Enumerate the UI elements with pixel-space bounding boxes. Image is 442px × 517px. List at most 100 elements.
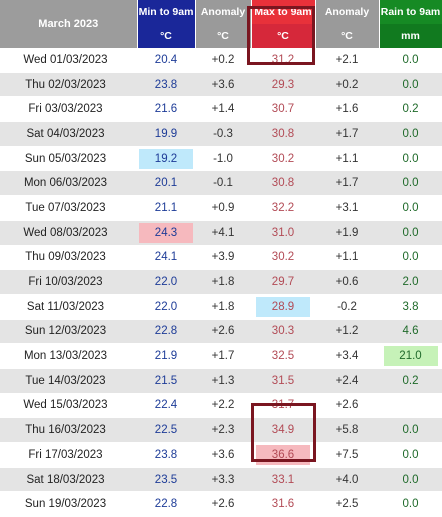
date-cell: Thu 09/03/2023 (0, 245, 137, 271)
min-anomaly-cell-value: +0.9 (211, 201, 235, 214)
min-anomaly-cell: +3.6 (195, 72, 251, 98)
table-row: Mon 06/03/2023 20.1 -0.1 30.8 +1.7 0.0 (0, 170, 442, 197)
rain-cell: 21.0 (379, 343, 442, 369)
min-temp-cell: 20.4 (137, 48, 195, 73)
min-anomaly-cell: +1.7 (195, 343, 251, 369)
max-temp-cell: 29.3 (251, 72, 315, 98)
min-anomaly-cell-value: +1.4 (211, 103, 235, 116)
table-row: Sat 04/03/2023 19.9 -0.3 30.8 +1.7 0.0 (0, 121, 442, 147)
max-anomaly-cell: +0.6 (315, 269, 379, 295)
min-temp-cell-value: 22.0 (154, 300, 178, 313)
min-anomaly-cell: +3.6 (195, 442, 251, 468)
max-temp-cell-value: 31.7 (271, 399, 295, 412)
max-temp-cell-value: 31.2 (271, 53, 295, 66)
max-temp-cell-value: 29.3 (271, 78, 295, 91)
rain-cell-value: 0.0 (402, 473, 419, 486)
table-body: Wed 01/03/2023 20.4 +0.2 31.2 +2.1 0.0 Thu 02/… (0, 48, 442, 517)
rain-column-header: Rain to 9am (379, 0, 442, 24)
min-temp-cell-value: 20.1 (154, 177, 178, 190)
date-cell-value: Sat 11/03/2023 (26, 300, 105, 313)
rain-cell-value: 0.0 (402, 78, 419, 91)
date-cell-value: Sun 05/03/2023 (24, 152, 107, 165)
rain-cell: 0.0 (379, 48, 442, 73)
date-cell-value: Thu 02/03/2023 (25, 78, 106, 91)
date-cell-value: Wed 08/03/2023 (23, 226, 108, 239)
date-cell: Sun 19/03/2023 (0, 491, 137, 517)
min-anomaly-cell: +4.1 (195, 220, 251, 246)
max-unit-header: °C (251, 24, 316, 48)
date-cell-value: Tue 07/03/2023 (25, 201, 106, 214)
rain-cell-value: 0.0 (402, 201, 419, 214)
min-anomaly-unit-header: °C (195, 24, 252, 48)
date-cell-value: Mon 13/03/2023 (23, 350, 108, 363)
table-row: Sun 12/03/2023 22.8 +2.6 30.3 +1.2 4.6 (0, 319, 442, 345)
rain-cell: 0.0 (379, 72, 442, 98)
max-anomaly-cell-value: +3.4 (335, 350, 359, 363)
max-anomaly-cell-value: +0.2 (335, 78, 359, 91)
max-anomaly-cell: +1.6 (315, 96, 379, 123)
max-anomaly-cell-value: +1.7 (335, 177, 359, 190)
rain-cell-value: 0.0 (402, 251, 419, 264)
min-temp-cell-value: 20.4 (154, 53, 178, 66)
max-temp-cell: 28.9 (251, 294, 315, 320)
min-temp-cell-value: 22.0 (154, 276, 178, 289)
min-anomaly-cell-value: +3.9 (211, 251, 235, 264)
rain-cell-value: 0.0 (402, 226, 419, 239)
max-anomaly-cell: +1.7 (315, 170, 379, 197)
rain-cell: 0.0 (379, 220, 442, 246)
date-cell: Sun 12/03/2023 (0, 319, 137, 345)
min-anomaly-cell: +2.6 (195, 491, 251, 517)
max-temp-cell: 31.0 (251, 220, 315, 246)
min-temp-cell: 21.5 (137, 368, 195, 394)
max-temp-cell: 32.5 (251, 343, 315, 369)
rain-cell: 0.0 (379, 245, 442, 271)
date-cell-value: Sat 18/03/2023 (26, 473, 105, 486)
min-anomaly-cell-value: +3.6 (211, 448, 235, 461)
table-row: Sun 19/03/2023 22.8 +2.6 31.6 +2.5 0.0 (0, 491, 442, 517)
max-anomaly-cell: +0.2 (315, 72, 379, 98)
min-anomaly-column-header: Anomaly (195, 0, 252, 24)
date-cell-value: Mon 06/03/2023 (23, 177, 108, 190)
table-row: Thu 02/03/2023 23.8 +3.6 29.3 +0.2 0.0 (0, 72, 442, 98)
max-anomaly-cell: +5.8 (315, 417, 379, 443)
rain-cell-value: 2.0 (402, 276, 419, 289)
max-temp-cell: 30.7 (251, 96, 315, 123)
rain-cell: 0.0 (379, 195, 442, 221)
max-anomaly-cell-value: +1.6 (335, 103, 359, 116)
min-temp-cell: 21.1 (137, 195, 195, 221)
rain-cell-value: 0.0 (402, 498, 419, 511)
date-cell: Thu 16/03/2023 (0, 417, 137, 443)
table-row: Wed 15/03/2023 22.4 +2.2 31.7 +2.6 (0, 393, 442, 419)
table-row: Sat 11/03/2023 22.0 +1.8 28.9 -0.2 3.8 (0, 294, 442, 320)
max-anomaly-cell: +1.9 (315, 220, 379, 246)
max-anomaly-cell-value: +1.1 (335, 152, 359, 165)
max-anomaly-cell-value: +1.2 (335, 325, 359, 338)
min-anomaly-cell-value: +3.6 (211, 78, 235, 91)
min-anomaly-cell: +1.8 (195, 269, 251, 295)
max-temp-cell: 36.6 (251, 442, 315, 468)
max-anomaly-column-header: Anomaly (315, 0, 380, 24)
rain-cell: 0.0 (379, 146, 442, 172)
min-anomaly-cell: +2.6 (195, 319, 251, 345)
min-anomaly-cell-value: +2.6 (211, 498, 235, 511)
min-anomaly-cell: +1.4 (195, 96, 251, 123)
rain-unit-header: mm (379, 24, 442, 48)
min-temp-cell: 22.5 (137, 417, 195, 443)
date-cell: Fri 10/03/2023 (0, 269, 137, 295)
max-temp-cell: 33.1 (251, 467, 315, 493)
table-row: Thu 16/03/2023 22.5 +2.3 34.9 +5.8 0.0 (0, 417, 442, 443)
min-anomaly-cell: +1.3 (195, 368, 251, 394)
max-temp-cell-value: 34.9 (271, 424, 295, 437)
rain-cell-value: 0.0 (402, 53, 419, 66)
max-anomaly-cell-value: +1.7 (335, 127, 359, 140)
max-temp-cell-value: 30.3 (271, 325, 295, 338)
min-anomaly-cell-value: +1.3 (211, 374, 235, 387)
min-temp-cell-value: 23.5 (154, 473, 178, 486)
rain-cell: 2.0 (379, 269, 442, 295)
date-cell: Fri 17/03/2023 (0, 442, 137, 468)
max-temp-cell: 31.7 (251, 393, 315, 419)
max-anomaly-cell: +1.1 (315, 245, 379, 271)
date-cell-value: Fri 17/03/2023 (28, 448, 103, 461)
date-cell-value: Wed 01/03/2023 (23, 53, 108, 66)
date-cell: Mon 06/03/2023 (0, 170, 137, 197)
